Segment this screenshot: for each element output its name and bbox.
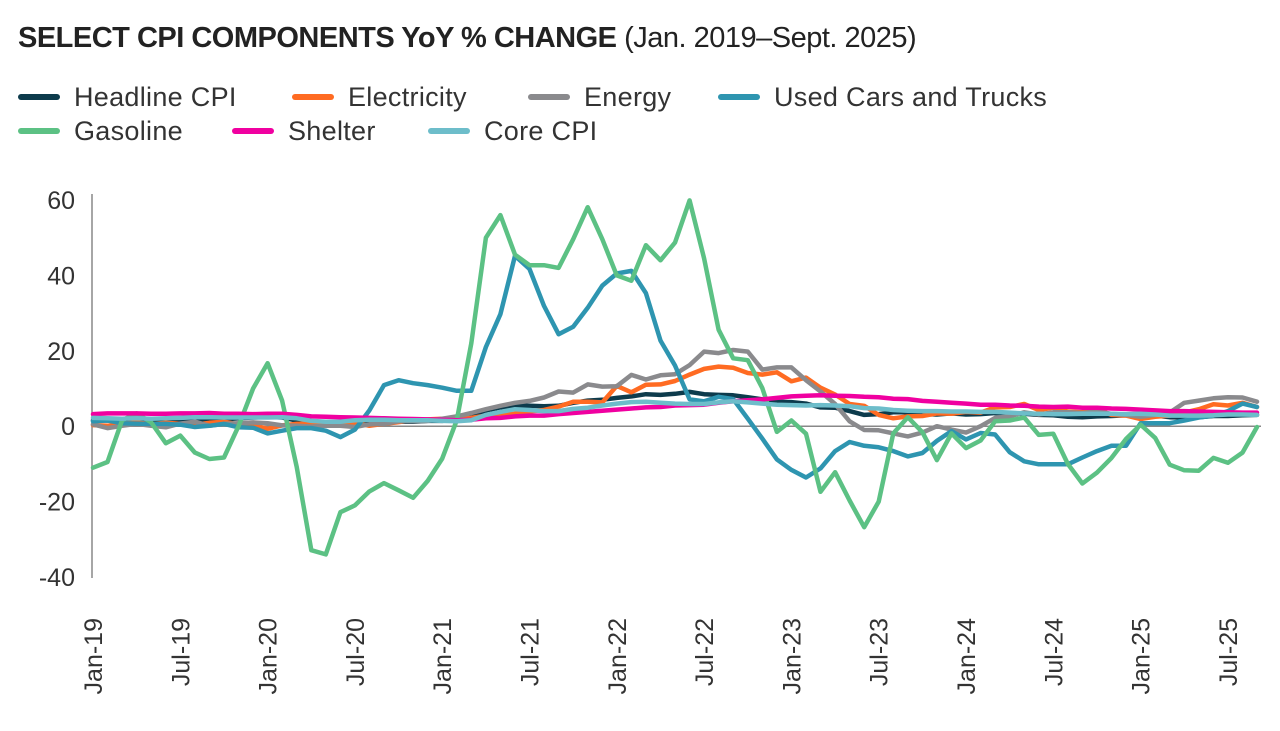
title-subtitle: (Jan. 2019–Sept. 2025) xyxy=(624,22,917,54)
x-tick-label: Jul-21 xyxy=(517,618,545,686)
legend-label: Used Cars and Trucks xyxy=(774,81,1048,112)
y-tick-label: -20 xyxy=(39,489,75,517)
legend-item-electricity: Electricity xyxy=(292,80,467,114)
legend-swatch xyxy=(718,94,760,100)
title-main: SELECT CPI COMPONENTS YoY % CHANGE xyxy=(18,22,617,54)
y-tick-label: 40 xyxy=(47,262,75,290)
x-tick-label: Jul-20 xyxy=(342,618,370,686)
x-tick-label: Jan-22 xyxy=(604,618,632,694)
legend-swatch xyxy=(18,94,60,100)
legend-item-energy: Energy xyxy=(528,80,671,114)
legend-item-used-cars: Used Cars and Trucks xyxy=(718,80,1047,114)
legend-swatch xyxy=(528,94,570,100)
x-tick-label: Jul-23 xyxy=(866,618,894,686)
legend-item-headline-cpi: Headline CPI xyxy=(18,80,237,114)
legend-swatch xyxy=(18,128,60,134)
x-tick-label: Jul-24 xyxy=(1040,618,1068,686)
x-tick-label: Jul-22 xyxy=(691,618,719,686)
x-tick-label: Jan-20 xyxy=(255,618,283,694)
y-tick-label: 20 xyxy=(47,338,75,366)
legend-label: Shelter xyxy=(288,115,376,146)
chart-title: SELECT CPI COMPONENTS YoY % CHANGE (Jan.… xyxy=(18,22,917,55)
legend-label: Core CPI xyxy=(484,115,598,146)
x-tick-label: Jul-25 xyxy=(1215,618,1243,686)
legend-item-gasoline: Gasoline xyxy=(18,114,183,148)
legend-label: Headline CPI xyxy=(74,81,237,112)
series-line-core-cpi xyxy=(90,399,1260,424)
legend-swatch xyxy=(428,128,470,134)
series-line-gasoline xyxy=(90,198,1260,557)
x-tick-label: Jan-25 xyxy=(1128,618,1156,694)
y-tick-label: 0 xyxy=(61,413,75,441)
legend-label: Energy xyxy=(584,81,672,112)
y-tick-label: -40 xyxy=(39,564,75,592)
legend-item-shelter: Shelter xyxy=(232,114,376,148)
x-tick-label: Jul-19 xyxy=(167,618,195,686)
legend-swatch xyxy=(232,128,274,134)
legend-swatch xyxy=(292,94,334,100)
legend-label: Gasoline xyxy=(74,115,183,146)
x-tick-label: Jan-24 xyxy=(953,618,981,695)
x-tick-label: Jan-19 xyxy=(80,618,108,694)
x-tick-label: Jan-23 xyxy=(778,618,806,694)
legend-label: Electricity xyxy=(348,81,467,112)
x-tick-label: Jan-21 xyxy=(429,618,457,694)
legend-item-core-cpi: Core CPI xyxy=(428,114,597,148)
y-tick-label: 60 xyxy=(47,187,75,215)
